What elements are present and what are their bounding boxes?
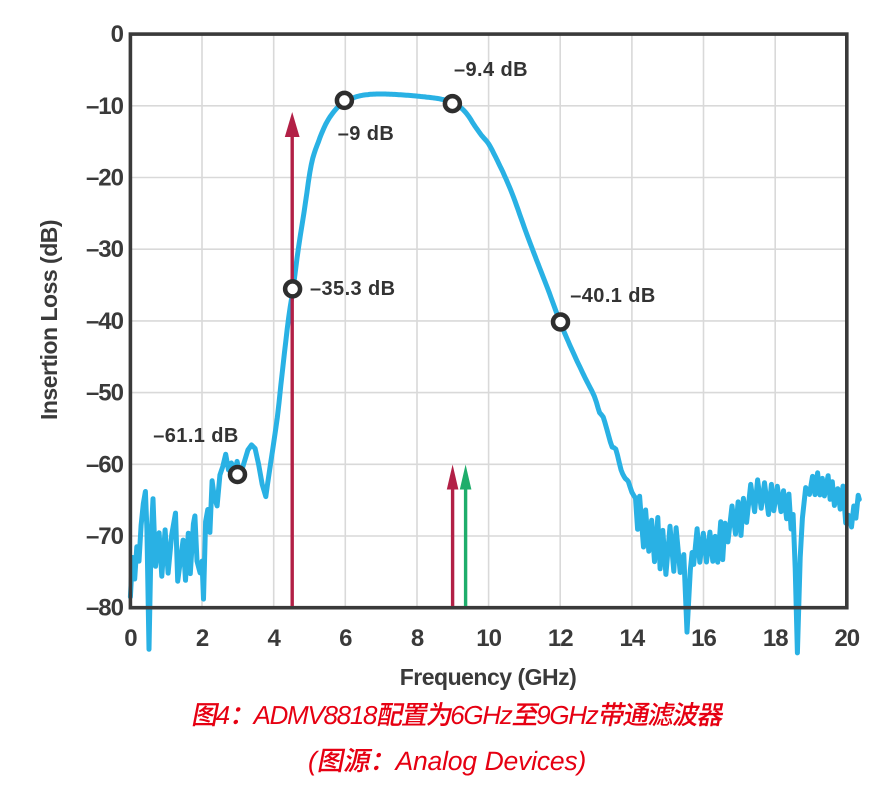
svg-text:–40.1 dB: –40.1 dB: [570, 285, 655, 307]
svg-text:–70: –70: [86, 523, 124, 550]
svg-text:–10: –10: [86, 93, 124, 120]
svg-text:4: 4: [268, 625, 282, 652]
svg-text:–20: –20: [86, 165, 124, 192]
svg-text:2: 2: [196, 625, 209, 652]
svg-text:20: 20: [834, 625, 859, 652]
svg-text:18: 18: [763, 625, 788, 652]
svg-text:–9 dB: –9 dB: [338, 123, 394, 145]
svg-text:–30: –30: [86, 236, 124, 263]
svg-text:16: 16: [691, 625, 716, 652]
svg-text:–61.1 dB: –61.1 dB: [153, 425, 238, 447]
svg-text:–50: –50: [86, 380, 124, 407]
svg-text:Frequency (GHz): Frequency (GHz): [400, 664, 577, 690]
svg-text:6: 6: [339, 625, 352, 652]
svg-text:–40: –40: [86, 308, 124, 335]
svg-text:14: 14: [620, 625, 646, 652]
svg-text:Insertion Loss (dB): Insertion Loss (dB): [36, 220, 62, 420]
svg-text:12: 12: [548, 625, 573, 652]
svg-text:–35.3 dB: –35.3 dB: [310, 278, 395, 300]
svg-text:0: 0: [124, 625, 137, 652]
svg-text:8: 8: [411, 625, 424, 652]
svg-text:10: 10: [476, 625, 501, 652]
svg-text:–80: –80: [86, 595, 124, 622]
svg-text:–9.4 dB: –9.4 dB: [454, 59, 528, 81]
svg-text:0: 0: [111, 21, 124, 48]
svg-text:–60: –60: [86, 451, 124, 478]
